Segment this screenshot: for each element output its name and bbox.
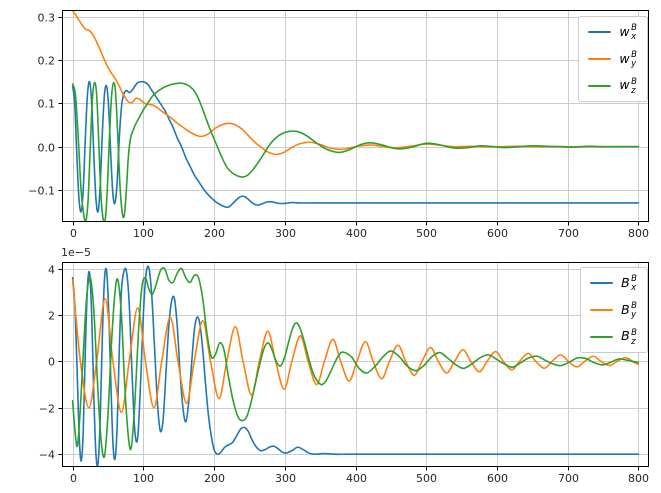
legend-label-variable: w	[619, 77, 630, 93]
legend-label-superscript: B	[631, 327, 637, 338]
legend-line-swatch	[588, 84, 612, 87]
y-axis-offset-label: 1e−5	[61, 246, 91, 259]
legend-label-superscript: B	[631, 274, 637, 284]
legend-line-swatch	[588, 57, 612, 60]
legend-label-subscript: z	[631, 85, 636, 96]
legend-label-superscript: B	[631, 300, 637, 311]
legend-label-superscript: B	[631, 76, 637, 87]
legend-label-subscript: y	[631, 58, 637, 69]
legend-label-subscript: z	[631, 336, 636, 347]
legend-line-swatch	[590, 308, 614, 311]
legend-label-subscript: x	[631, 31, 637, 42]
legend-label-variable: w	[619, 50, 630, 66]
legend-label-subscript: y	[631, 309, 637, 320]
legend-label-superscript: B	[631, 49, 637, 60]
legend-line-swatch	[590, 335, 614, 338]
legend-label-variable: w	[619, 23, 630, 39]
legend-line-swatch	[590, 281, 614, 284]
legend-line-swatch	[588, 30, 612, 33]
legend-label-variable: B	[621, 274, 630, 290]
legend-label-superscript: B	[631, 23, 637, 33]
legend-label-variable: B	[621, 301, 630, 317]
legend-label-variable: B	[621, 328, 630, 344]
legend-label-subscript: x	[631, 282, 637, 293]
